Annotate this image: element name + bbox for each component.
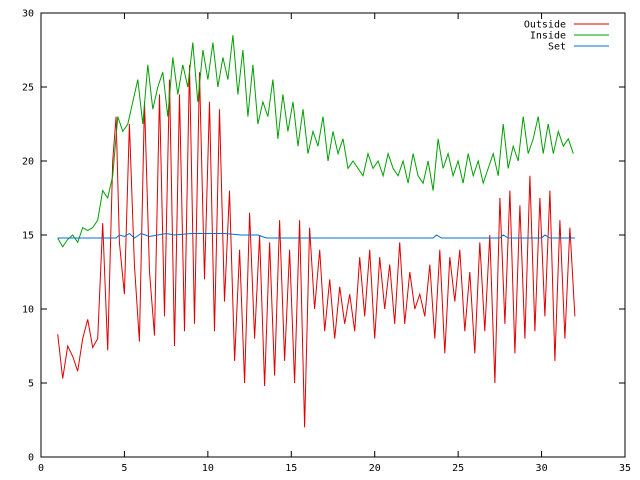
y-tick-label: 10 [22,305,34,316]
x-tick-label: 35 [619,463,631,474]
y-tick-label: 5 [28,379,34,390]
y-tick-label: 20 [22,157,34,168]
series-line-outside [57,64,576,428]
x-tick-label: 25 [452,463,464,474]
y-tick-label: 25 [22,83,34,94]
y-tick-label: 30 [22,9,34,20]
y-tick-label: 15 [22,231,34,242]
plot-frame [40,12,626,458]
x-tick-label: 0 [38,463,44,474]
series-line-set [57,232,575,239]
legend-label-outside: Outside [524,20,566,31]
legend-label-inside: Inside [530,31,566,42]
series-lines [57,35,576,428]
y-tick-label: 0 [28,453,34,464]
x-tick-label: 15 [285,463,297,474]
y-axis-ticks: 0 5 10 15 20 25 30 [22,9,625,464]
x-tick-label: 30 [536,463,548,474]
series-line-inside [57,35,574,248]
x-axis-ticks: 0 5 10 15 20 25 30 35 [38,13,631,474]
x-tick-label: 20 [369,463,381,474]
legend-label-set: Set [548,42,566,53]
x-tick-label: 5 [121,463,127,474]
x-tick-label: 10 [202,463,214,474]
